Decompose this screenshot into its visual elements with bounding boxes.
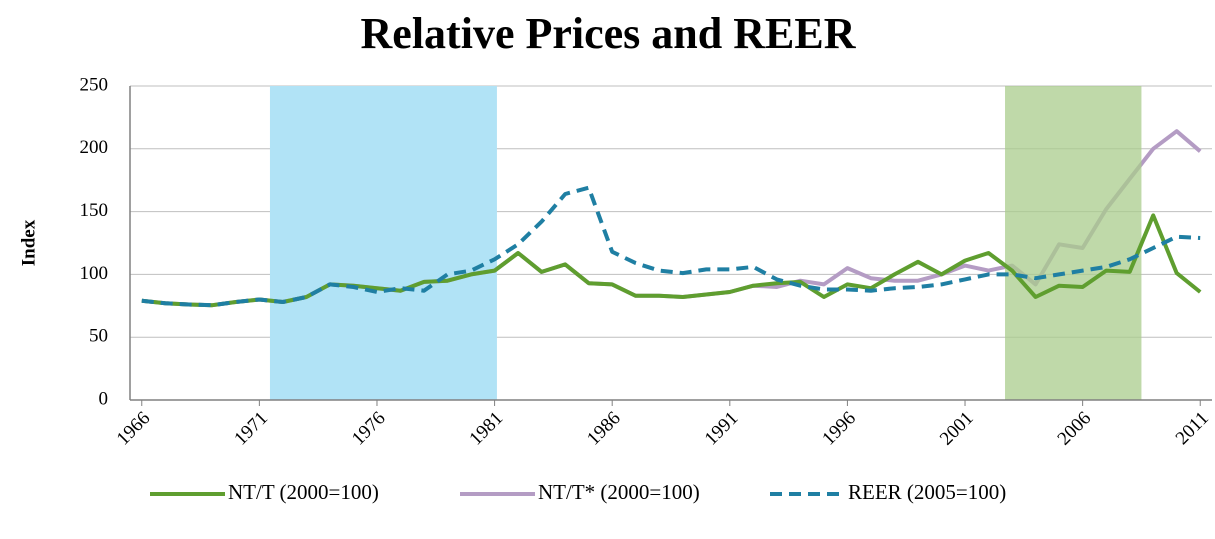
x-tick-label: 1971 xyxy=(230,408,272,450)
chart-title: Relative Prices and REER xyxy=(361,9,857,58)
x-tick-label: 1976 xyxy=(348,408,390,450)
x-tick-label: 1991 xyxy=(701,408,743,450)
x-tick-label: 2011 xyxy=(1172,408,1213,449)
y-tick-label: 100 xyxy=(80,263,109,284)
y-tick-label: 0 xyxy=(99,388,109,409)
shaded-period xyxy=(1005,86,1142,400)
y-tick-label: 250 xyxy=(80,74,109,95)
y-axis-label: Index xyxy=(18,219,39,266)
x-tick-label: 2006 xyxy=(1054,408,1096,450)
x-tick-label: 1996 xyxy=(818,408,860,450)
y-tick-label: 200 xyxy=(80,137,109,158)
legend-label: NT/T* (2000=100) xyxy=(538,480,700,504)
legend-label: REER (2005=100) xyxy=(848,480,1006,504)
y-tick-label: 50 xyxy=(89,326,108,347)
series-line xyxy=(141,185,1201,308)
legend-label: NT/T (2000=100) xyxy=(228,480,379,504)
x-tick-label: 1966 xyxy=(113,408,155,450)
x-tick-label: 1986 xyxy=(583,408,625,450)
x-tick-label: 1981 xyxy=(465,408,507,450)
shaded-period xyxy=(269,86,497,400)
x-tick-label: 2001 xyxy=(936,408,978,450)
y-tick-label: 150 xyxy=(80,200,109,221)
